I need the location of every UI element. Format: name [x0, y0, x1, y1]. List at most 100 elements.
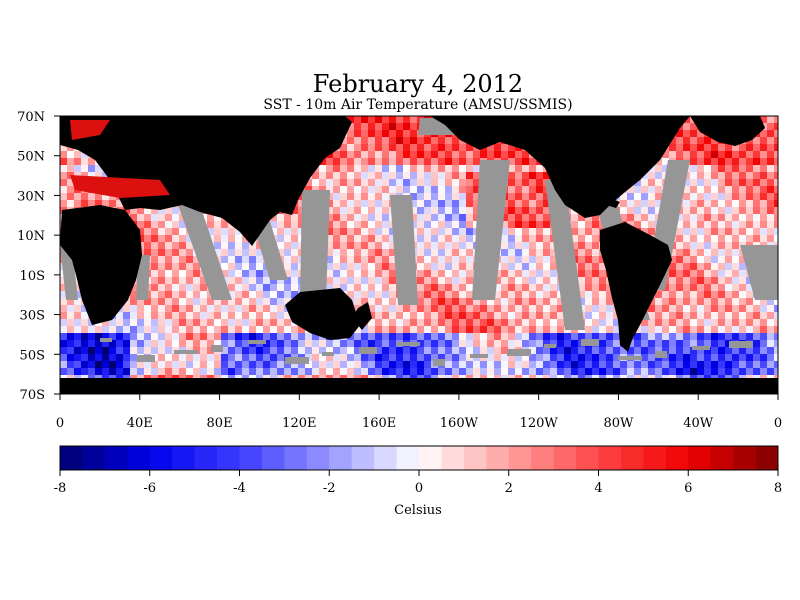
field-cell	[522, 361, 529, 368]
field-cell	[60, 340, 67, 347]
colorbar-segment	[306, 446, 330, 470]
field-cell	[445, 270, 452, 277]
field-cell	[725, 179, 732, 186]
field-cell	[172, 235, 179, 242]
field-cell	[571, 333, 578, 340]
field-cell	[60, 291, 67, 298]
field-cell	[683, 361, 690, 368]
field-cell	[753, 368, 760, 375]
field-cell	[424, 242, 431, 249]
field-cell	[109, 368, 116, 375]
field-cell	[501, 333, 508, 340]
field-cell	[669, 361, 676, 368]
field-cell	[165, 228, 172, 235]
field-cell	[452, 256, 459, 263]
field-cell	[445, 298, 452, 305]
field-cell	[725, 228, 732, 235]
field-cell	[263, 291, 270, 298]
field-cell	[389, 298, 396, 305]
field-cell	[501, 305, 508, 312]
field-cell	[431, 312, 438, 319]
field-cell	[473, 200, 480, 207]
field-cell	[249, 256, 256, 263]
field-cell	[536, 214, 543, 221]
field-cell	[340, 214, 347, 221]
field-cell	[676, 354, 683, 361]
field-cell	[354, 284, 361, 291]
field-cell	[249, 333, 256, 340]
field-cell	[515, 151, 522, 158]
field-cell	[130, 214, 137, 221]
field-cell	[655, 333, 662, 340]
field-cell	[760, 207, 767, 214]
field-cell	[312, 186, 319, 193]
field-cell	[417, 368, 424, 375]
field-cell	[767, 116, 774, 123]
field-cell	[508, 165, 515, 172]
field-cell	[228, 270, 235, 277]
field-cell	[375, 235, 382, 242]
field-cell	[760, 333, 767, 340]
colorbar-ticks: -8 -6 -4 -2 0 2 4 6 8	[54, 470, 782, 496]
field-cell	[151, 277, 158, 284]
field-cell	[431, 354, 438, 361]
field-cell	[676, 228, 683, 235]
colorbar-segment	[688, 446, 711, 470]
field-cell	[669, 151, 676, 158]
colorbar-segment	[217, 446, 240, 470]
field-cell	[375, 270, 382, 277]
field-cell	[452, 333, 459, 340]
field-cell	[550, 333, 557, 340]
field-cell	[382, 242, 389, 249]
field-cell	[529, 319, 536, 326]
field-cell	[711, 151, 718, 158]
field-cell	[445, 172, 452, 179]
field-cell	[228, 291, 235, 298]
field-cell	[95, 193, 102, 200]
field-cell	[172, 284, 179, 291]
colorbar-segment	[149, 446, 173, 470]
field-cell	[774, 368, 778, 375]
sea-ice-patch	[433, 359, 445, 366]
field-cell	[683, 284, 690, 291]
field-cell	[746, 179, 753, 186]
field-cell	[690, 354, 697, 361]
field-cell	[424, 333, 431, 340]
field-cell	[382, 193, 389, 200]
field-cell	[459, 368, 466, 375]
field-cell	[277, 284, 284, 291]
field-cell	[445, 228, 452, 235]
field-cell	[732, 305, 739, 312]
field-cell	[592, 319, 599, 326]
field-cell	[438, 242, 445, 249]
field-cell	[508, 235, 515, 242]
field-cell	[179, 221, 186, 228]
field-cell	[669, 291, 676, 298]
field-cell	[704, 228, 711, 235]
field-cell	[536, 172, 543, 179]
field-cell	[144, 326, 151, 333]
field-cell	[396, 137, 403, 144]
field-cell	[725, 305, 732, 312]
field-cell	[466, 361, 473, 368]
field-cell	[487, 312, 494, 319]
field-cell	[172, 354, 179, 361]
field-cell	[207, 368, 214, 375]
field-cell	[711, 333, 718, 340]
field-cell	[606, 354, 613, 361]
field-cell	[732, 172, 739, 179]
field-cell	[403, 151, 410, 158]
field-cell	[172, 326, 179, 333]
chart-subtitle: SST - 10m Air Temperature (AMSU/SSMIS)	[263, 97, 572, 113]
field-cell	[424, 249, 431, 256]
field-cell	[599, 305, 606, 312]
field-cell	[270, 305, 277, 312]
field-cell	[235, 263, 242, 270]
field-cell	[368, 200, 375, 207]
field-cell	[648, 200, 655, 207]
field-cell	[123, 354, 130, 361]
field-cell	[592, 291, 599, 298]
field-cell	[655, 200, 662, 207]
field-cell	[305, 347, 312, 354]
field-cell	[368, 284, 375, 291]
